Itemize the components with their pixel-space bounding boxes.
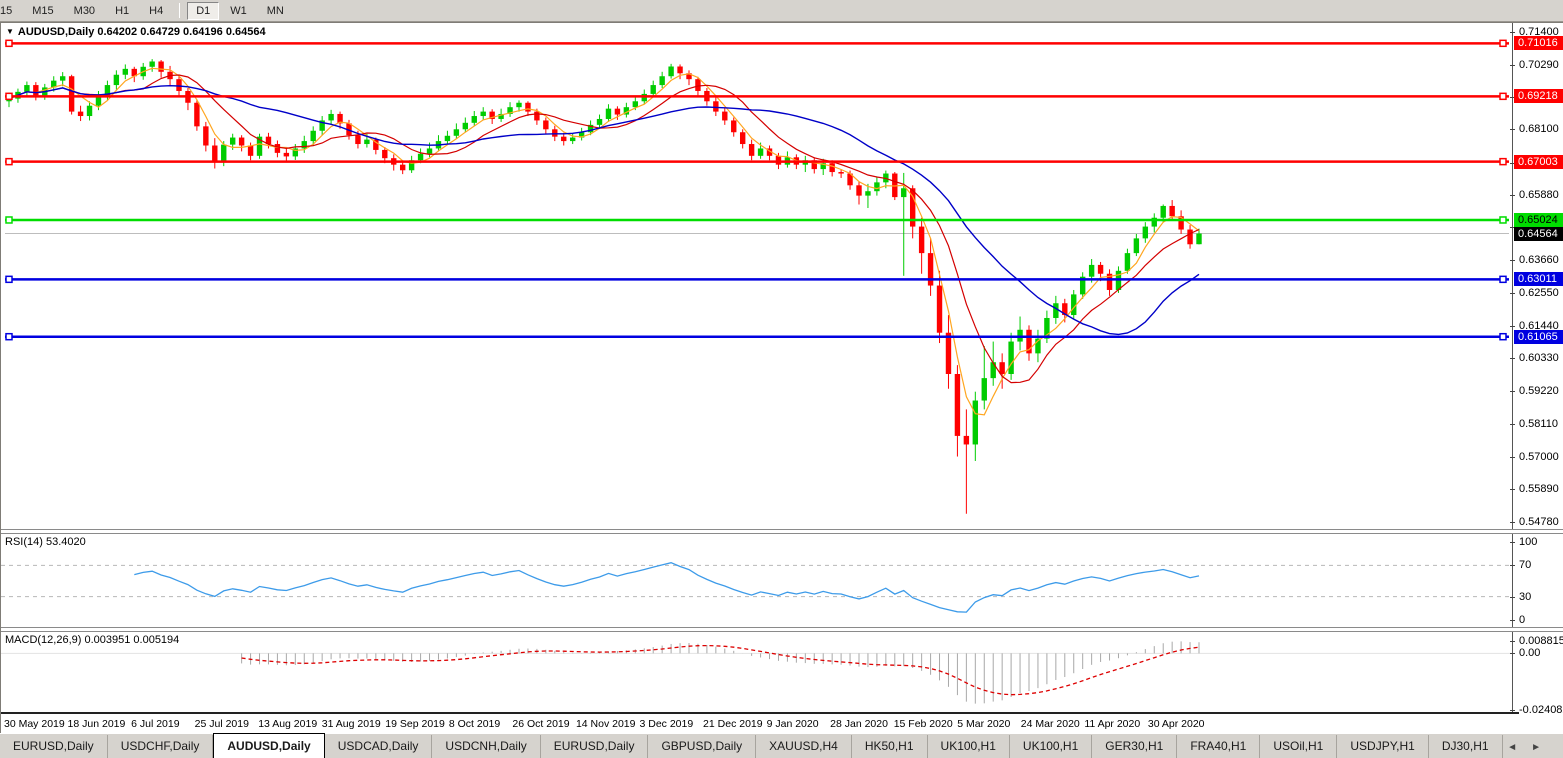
chart-tab-xauusd-h4[interactable]: XAUUSD,H4 (756, 735, 852, 758)
price-tick: 0.54780 (1510, 516, 1563, 528)
rsi-tick: 100 (1510, 536, 1563, 548)
level-price-label: 0.67003 (1514, 154, 1563, 169)
rsi-tick: 0 (1510, 614, 1563, 626)
price-tick: 0.62550 (1510, 286, 1563, 299)
price-tick: 0.58110 (1510, 417, 1563, 430)
date-label: 30 Apr 2020 (1147, 718, 1205, 730)
chart-tab-uk100-h1[interactable]: UK100,H1 (928, 735, 1010, 758)
price-tick: 0.60330 (1510, 352, 1563, 365)
tab-scroll-arrows: ◄► (1507, 742, 1555, 753)
rsi-tick: 70 (1510, 559, 1563, 572)
date-label: 18 Jun 2019 (67, 718, 126, 730)
chart-tab-dj30-h1[interactable]: DJ30,H1 (1429, 735, 1503, 758)
chart-title-text: AUDUSD,Daily 0.64202 0.64729 0.64196 0.6… (17, 26, 266, 38)
price-tick: 0.65880 (1510, 188, 1563, 201)
price-tick: 0.68100 (1510, 123, 1563, 136)
date-label: 15 Feb 2020 (893, 718, 953, 730)
price-chart-canvas[interactable] (1, 23, 1512, 529)
date-label: 13 Aug 2019 (258, 718, 318, 730)
chart-tab-usdcnh-daily[interactable]: USDCNH,Daily (432, 735, 541, 758)
chart-tab-usdcad-daily[interactable]: USDCAD,Daily (325, 735, 433, 758)
price-tick: 0.61440 (1510, 319, 1563, 332)
chart-tab-usdjpy-h1[interactable]: USDJPY,H1 (1337, 735, 1429, 758)
price-axis[interactable]: 0.714000.702900.691800.681000.669600.658… (1510, 23, 1563, 716)
macd-pane[interactable]: MACD(12,26,9) 0.003951 0.005194 (1, 632, 1512, 712)
rsi-tick: 30 (1510, 590, 1563, 603)
chart-tab-fra40-h1[interactable]: FRA40,H1 (1177, 735, 1261, 758)
chart-tab-audusd-daily[interactable]: AUDUSD,Daily (213, 733, 325, 758)
date-label: 21 Dec 2019 (703, 718, 763, 730)
rsi-indicator-label: RSI(14) 53.4020 (5, 536, 86, 548)
level-price-label: 0.65024 (1514, 212, 1563, 227)
price-tick: 0.59220 (1510, 385, 1563, 398)
price-tick: 0.70290 (1510, 58, 1563, 71)
date-label: 9 Jan 2020 (766, 718, 819, 730)
rsi-pane[interactable]: RSI(14) 53.4020 (1, 534, 1512, 627)
tab-scroll-left-icon[interactable]: ◄ (1507, 742, 1532, 753)
pane-separator[interactable] (1, 627, 1563, 632)
timeframe-button-d1[interactable]: D1 (187, 1, 220, 20)
rsi-canvas[interactable] (1, 534, 1512, 627)
macd-tick: -0.024082 (1510, 704, 1563, 716)
date-label: 19 Sep 2019 (385, 718, 445, 730)
price-tick: 0.71400 (1510, 26, 1563, 38)
macd-tick: 0.00 (1510, 647, 1563, 660)
tab-scroll-right-icon[interactable]: ► (1531, 742, 1555, 753)
chart-tab-eurusd-daily[interactable]: EURUSD,Daily (0, 735, 108, 758)
chart-tab-bar: EURUSD,Daily USDCHF,Daily AUDUSD,Daily USDC… (0, 733, 1563, 758)
macd-canvas[interactable] (1, 632, 1512, 712)
chart-tab-eurusd-daily[interactable]: EURUSD,Daily (541, 735, 649, 758)
timeframe-button-m30[interactable]: M30 (73, 4, 96, 17)
date-label: 5 Mar 2020 (957, 718, 1011, 730)
price-tick: 0.63660 (1510, 254, 1563, 267)
macd-indicator-label: MACD(12,26,9) 0.003951 0.005194 (5, 634, 180, 646)
chart-title: ▼ AUDUSD,Daily 0.64202 0.64729 0.64196 0.… (6, 26, 266, 38)
date-label: 30 May 2019 (4, 718, 65, 730)
dropdown-arrow-icon[interactable]: ▼ (6, 27, 14, 36)
level-price-label: 0.71016 (1514, 36, 1563, 51)
date-label: 24 Mar 2020 (1020, 718, 1080, 730)
chart-tab-gbpusd-daily[interactable]: GBPUSD,Daily (648, 735, 757, 758)
timeframe-button-w1[interactable]: W1 (230, 4, 247, 17)
level-price-label: 0.61065 (1514, 329, 1563, 344)
price-chart-pane[interactable]: ▼ AUDUSD,Daily 0.64202 0.64729 0.64196 0.… (1, 23, 1512, 529)
chart-tab-usoil-h1[interactable]: USOil,H1 (1260, 735, 1338, 758)
time-axis[interactable]: 30 May 2019 18 Jun 2019 6 Jul 2019 25 Jul 2… (1, 712, 1563, 734)
date-label: 11 Apr 2020 (1084, 718, 1141, 730)
timeframe-button-m15[interactable]: M15 (32, 4, 54, 17)
date-label: 3 Dec 2019 (639, 718, 694, 730)
level-price-label: 0.69218 (1514, 89, 1563, 104)
date-label: 8 Oct 2019 (448, 718, 501, 730)
timeframe-button-h4[interactable]: H4 (149, 4, 164, 17)
pane-separator[interactable] (1, 529, 1563, 534)
toolbar-group-divider (179, 3, 181, 18)
date-label: 26 Oct 2019 (512, 718, 570, 730)
price-tick: 0.57000 (1510, 450, 1563, 463)
chart-tab-ger30-h1[interactable]: GER30,H1 (1092, 735, 1178, 758)
timeframe-button-h1[interactable]: H1 (115, 4, 130, 17)
chart-tab-hk50-h1[interactable]: HK50,H1 (852, 735, 928, 758)
timeframe-button-15[interactable]: 15 (0, 4, 13, 17)
level-price-label: 0.63011 (1514, 272, 1563, 287)
date-label: 28 Jan 2020 (830, 718, 888, 730)
current-price-label: 0.64564 (1514, 226, 1563, 241)
date-label: 31 Aug 2019 (321, 718, 381, 730)
date-label: 14 Nov 2019 (575, 718, 636, 730)
chart-tab-usdchf-daily[interactable]: USDCHF,Daily (108, 735, 214, 758)
chart-window: ▼ AUDUSD,Daily 0.64202 0.64729 0.64196 0.… (0, 22, 1563, 734)
timeframe-toolbar: 15 M15 M30 H1 H4 D1 W1 MN (0, 0, 1563, 22)
macd-tick: 0.008815 (1510, 635, 1563, 647)
date-label: 25 Jul 2019 (194, 718, 249, 730)
timeframe-button-mn[interactable]: MN (266, 4, 284, 17)
chart-tab-uk100-h1[interactable]: UK100,H1 (1010, 735, 1093, 758)
date-label: 6 Jul 2019 (131, 718, 180, 730)
price-tick: 0.55890 (1510, 483, 1563, 496)
